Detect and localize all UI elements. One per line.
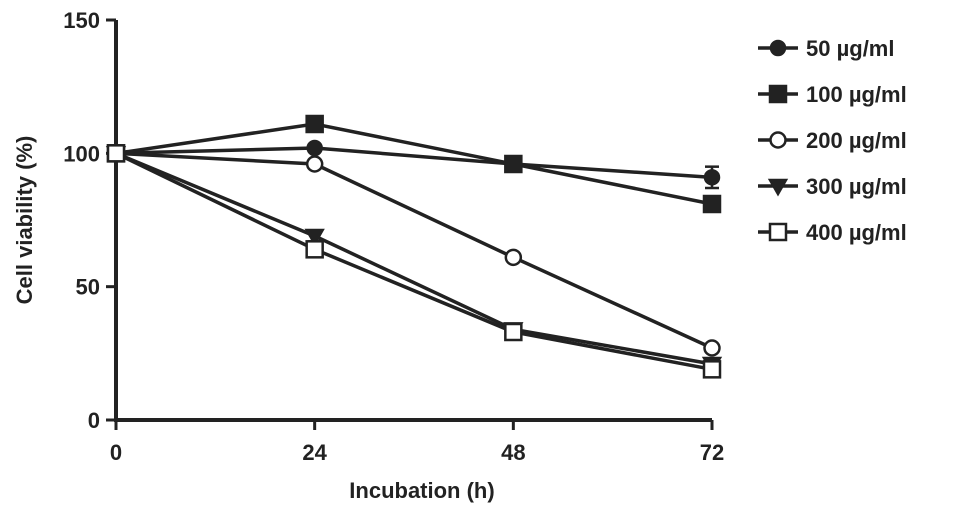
data-point <box>703 169 721 186</box>
x-tick-label: 0 <box>110 440 122 465</box>
legend-item: 50 µg/ml <box>758 36 894 61</box>
series-line <box>115 151 713 372</box>
data-point <box>304 228 325 247</box>
y-tick-label: 100 <box>63 141 100 166</box>
y-axis-title: Cell viability (%) <box>12 136 37 305</box>
series-1 <box>107 139 721 190</box>
y-tick-label: 50 <box>76 275 100 300</box>
data-point <box>702 360 722 379</box>
axis-lines <box>114 20 712 422</box>
data-point <box>305 114 324 134</box>
legend-label: 400 µg/ml <box>806 220 907 245</box>
data-point <box>504 322 523 342</box>
series-line <box>115 122 713 206</box>
legend-label: 200 µg/ml <box>806 128 907 153</box>
data-point <box>305 155 324 173</box>
axes: 0 50 100 150 0 24 48 72 <box>63 8 724 465</box>
legend-marker <box>769 131 787 149</box>
data-point <box>106 144 126 163</box>
legend-label: 100 µg/ml <box>806 82 907 107</box>
series-line <box>115 146 713 180</box>
y-tick-label: 0 <box>88 408 100 433</box>
legend-marker <box>768 84 788 104</box>
legend-item: 300 µg/ml <box>758 174 907 199</box>
legend-marker <box>769 39 787 57</box>
series-3 <box>107 144 721 357</box>
legend-item: 200 µg/ml <box>758 128 907 153</box>
data-point <box>504 248 523 267</box>
x-axis-title: Incubation (h) <box>349 478 494 503</box>
series-5 <box>106 144 722 379</box>
data-point <box>703 339 721 357</box>
y-tick-label: 150 <box>63 8 100 33</box>
series-4 <box>105 146 723 375</box>
legend-marker <box>768 222 788 242</box>
x-tick-label: 48 <box>501 440 525 465</box>
x-tick-label: 72 <box>700 440 724 465</box>
data-point <box>306 139 323 157</box>
legend-marker <box>767 178 789 197</box>
series-line <box>115 151 713 350</box>
data-point <box>702 194 722 214</box>
legend-label: 300 µg/ml <box>806 174 907 199</box>
series-2 <box>106 114 722 214</box>
data-point <box>504 154 523 174</box>
legend-label: 50 µg/ml <box>806 36 894 61</box>
data-point <box>305 240 324 259</box>
series-line <box>115 151 713 366</box>
legend: 50 µg/ml 100 µg/ml 200 µg/ml 300 µg/ml 400 µ… <box>758 36 907 245</box>
x-tick-label: 24 <box>302 440 327 465</box>
legend-item: 400 µg/ml <box>758 220 907 245</box>
legend-item: 100 µg/ml <box>758 82 907 107</box>
series-layer <box>105 114 723 379</box>
